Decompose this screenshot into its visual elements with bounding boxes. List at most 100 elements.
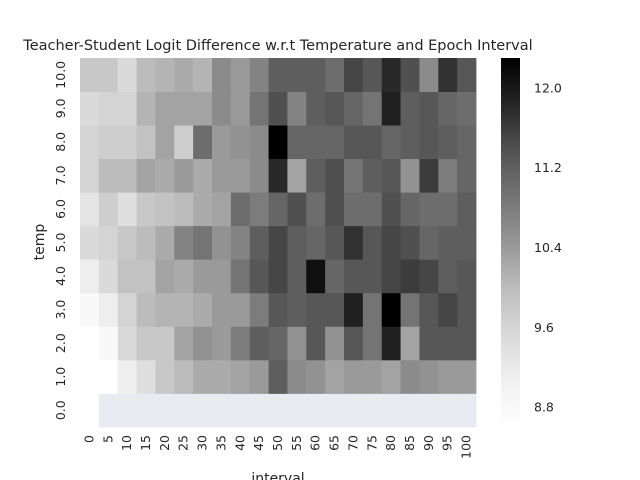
heatmap-cell [457,326,477,361]
heatmap-cell [80,225,100,260]
heatmap-cell [306,225,326,260]
heatmap-cell [98,125,119,160]
heatmap-cell [212,58,232,92]
heatmap-cell [136,393,156,428]
x-tick-label: 10 [119,435,134,451]
heatmap-cell [325,259,345,294]
colorbar [501,58,520,427]
heatmap-cell [98,259,119,294]
heatmap-cell [438,192,458,227]
heatmap-cell [193,259,213,294]
x-tick-label: 75 [364,435,379,451]
x-tick-label: 55 [289,435,304,451]
heatmap-cell [174,192,194,227]
heatmap-cell [155,359,175,394]
heatmap-cell [155,91,175,126]
heatmap-cell [457,359,477,394]
heatmap-cell [306,158,326,193]
heatmap-cell [136,192,156,227]
heatmap-cell [117,125,137,160]
y-tick-label: 1.0 [53,367,68,387]
heatmap-cell [400,158,420,193]
heatmap-cell [212,125,232,160]
heatmap-cell [381,58,401,92]
y-tick-label: 9.0 [53,98,68,118]
heatmap-cell [419,225,439,260]
heatmap-cell [344,326,364,361]
heatmap-cell [419,125,439,160]
heatmap-cell [362,326,383,361]
x-tick-labels: 0 5 10 15 20 25 30 35 40 45 50 55 60 65 70 75 80 85 90 95 10… [81,435,473,459]
heatmap-cell [400,393,420,428]
heatmap-cell [287,292,307,327]
heatmap-cell [136,326,156,361]
heatmap-cell [155,393,175,428]
heatmap-cell [457,158,477,193]
heatmap-cell [362,125,383,160]
heatmap-cell [98,192,119,227]
x-tick-label: 95 [440,435,455,451]
heatmap-cell [249,158,269,193]
heatmap-cell [457,58,477,92]
heatmap-cell [438,158,458,193]
heatmap-cell [287,158,307,193]
heatmap-cell [287,326,307,361]
heatmap-cell [117,292,137,327]
heatmap-cell [325,359,345,394]
heatmap-cell [117,225,137,260]
heatmap-cell [249,192,269,227]
heatmap-cell [400,359,420,394]
heatmap-cell [193,192,213,227]
heatmap-cell [287,125,307,160]
heatmap-cell [98,158,119,193]
heatmap-cell [193,292,213,327]
heatmap-cell [268,225,288,260]
heatmap-cell [344,192,364,227]
x-tick-label: 65 [327,435,342,451]
heatmap-cell [249,326,269,361]
heatmap-cell [438,58,458,92]
heatmap-cell [306,58,326,92]
heatmap-cell [325,326,345,361]
heatmap-cell [400,58,420,92]
heatmap-cell [381,292,401,327]
heatmap-cell [457,292,477,327]
y-tick-label: 7.0 [53,165,68,185]
x-tick-label: 80 [383,435,398,451]
heatmap-cell [155,225,175,260]
x-axis-label: interval [251,471,304,480]
heatmap-cell [287,192,307,227]
heatmap-cell [419,393,439,428]
heatmap-cell [381,158,401,193]
heatmap-cell [136,91,156,126]
heatmap-cell [344,125,364,160]
x-tick-label: 0 [81,435,96,443]
y-tick-labels: 0.0 1.0 2.0 3.0 4.0 5.0 6.0 7.0 8.0 9.0 10.0 [53,61,68,420]
heatmap-cell [249,292,269,327]
heatmap-cell [438,393,458,428]
heatmap-cell [155,292,175,327]
heatmap-cell [400,259,420,294]
y-tick-label: 5.0 [53,233,68,253]
heatmap-cell [268,393,288,428]
heatmap-cell [344,158,364,193]
heatmap-cell [230,359,251,394]
x-tick-label: 100 [459,435,474,459]
heatmap-cell [438,259,458,294]
x-tick-label: 85 [402,435,417,451]
x-tick-label: 30 [195,435,210,451]
heatmap-cell [155,158,175,193]
heatmap-cell [325,292,345,327]
heatmap-cell [155,326,175,361]
heatmap-cell [362,158,383,193]
colorbar-tick-label: 8.8 [534,400,554,415]
heatmap-cell [80,259,100,294]
heatmap-cell [136,259,156,294]
heatmap-cell [325,225,345,260]
heatmap-cell [193,158,213,193]
heatmap-cell [193,359,213,394]
heatmap-cell [98,326,119,361]
heatmap-cell [362,192,383,227]
colorbar-ticks: 8.8 9.6 10.4 11.2 12.0 [534,80,562,414]
heatmap-cell [174,158,194,193]
